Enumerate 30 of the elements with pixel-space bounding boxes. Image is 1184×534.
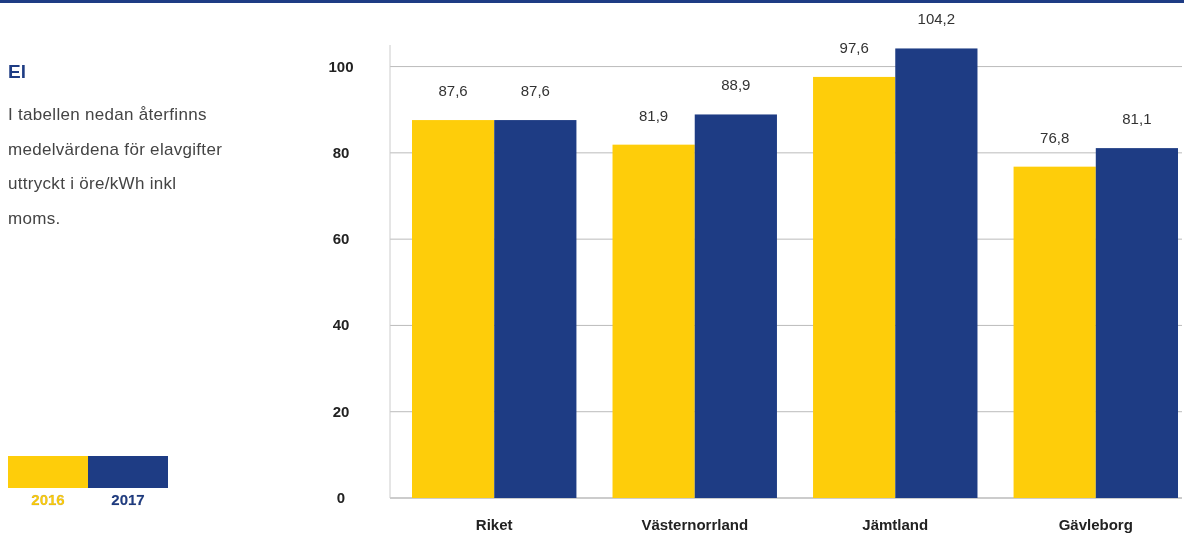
text: 2017 xyxy=(111,491,145,508)
x-tick-label: Riket xyxy=(475,516,513,533)
bar xyxy=(1013,166,1096,498)
bar xyxy=(494,120,577,498)
data-label: 76,8 xyxy=(1040,128,1070,146)
bar xyxy=(895,48,978,498)
data-label: 81,9 xyxy=(639,106,669,124)
bar xyxy=(412,120,495,498)
text: I tabellen nedan återfinns medelvärdena för elavgifter uttryckt i öre/kWh inkl moms. xyxy=(8,105,223,228)
data-label: 97,6 xyxy=(839,38,869,56)
bar xyxy=(813,76,896,498)
text: 2016 xyxy=(31,491,65,508)
y-tick-label: 0 xyxy=(336,489,346,506)
x-tick-label: Västernorrland xyxy=(641,516,749,533)
bar xyxy=(694,114,777,498)
data-label: 87,6 xyxy=(520,82,550,100)
data-label: 88,9 xyxy=(721,76,751,94)
text: El xyxy=(8,61,26,82)
data-label: 81,1 xyxy=(1122,110,1152,128)
data-label: 104,2 xyxy=(917,10,956,28)
y-tick-label: 60 xyxy=(332,230,350,248)
y-tick-label: 20 xyxy=(332,402,350,420)
x-tick-label: Jämtland xyxy=(862,516,929,533)
y-tick-label: 80 xyxy=(332,143,350,161)
y-tick-label: 40 xyxy=(332,316,350,334)
bar xyxy=(612,144,695,498)
data-label: 87,6 xyxy=(438,82,468,100)
y-tick-label: 100 xyxy=(328,57,354,75)
bar xyxy=(1095,148,1178,498)
x-tick-label: Gävleborg xyxy=(1058,516,1133,533)
